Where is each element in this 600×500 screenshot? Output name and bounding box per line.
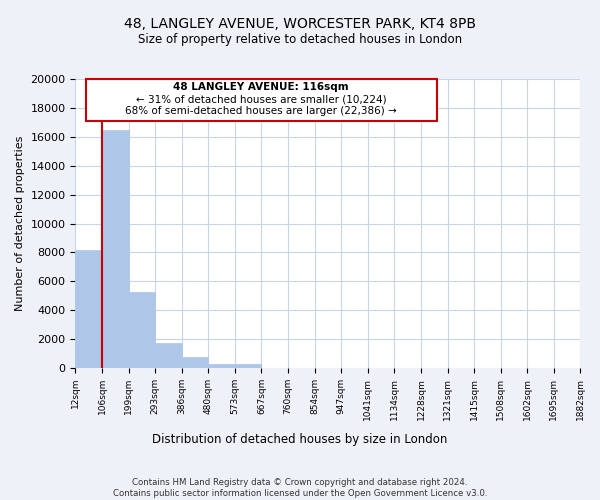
Text: ← 31% of detached houses are smaller (10,224): ← 31% of detached houses are smaller (10… — [136, 95, 386, 105]
Bar — [128, 292, 155, 368]
Text: Contains HM Land Registry data © Crown copyright and database right 2024.
Contai: Contains HM Land Registry data © Crown c… — [113, 478, 487, 498]
Bar — [155, 343, 182, 368]
Bar — [76, 250, 102, 368]
Bar — [182, 358, 208, 368]
Bar — [235, 364, 262, 368]
Y-axis label: Number of detached properties: Number of detached properties — [15, 136, 25, 312]
Text: 68% of semi-detached houses are larger (22,386) →: 68% of semi-detached houses are larger (… — [125, 106, 397, 117]
Bar — [208, 364, 235, 368]
FancyBboxPatch shape — [86, 79, 437, 121]
Text: Size of property relative to detached houses in London: Size of property relative to detached ho… — [138, 32, 462, 46]
Text: Distribution of detached houses by size in London: Distribution of detached houses by size … — [152, 432, 448, 446]
Text: 48 LANGLEY AVENUE: 116sqm: 48 LANGLEY AVENUE: 116sqm — [173, 82, 349, 92]
Text: 48, LANGLEY AVENUE, WORCESTER PARK, KT4 8PB: 48, LANGLEY AVENUE, WORCESTER PARK, KT4 … — [124, 18, 476, 32]
Bar — [102, 130, 128, 368]
